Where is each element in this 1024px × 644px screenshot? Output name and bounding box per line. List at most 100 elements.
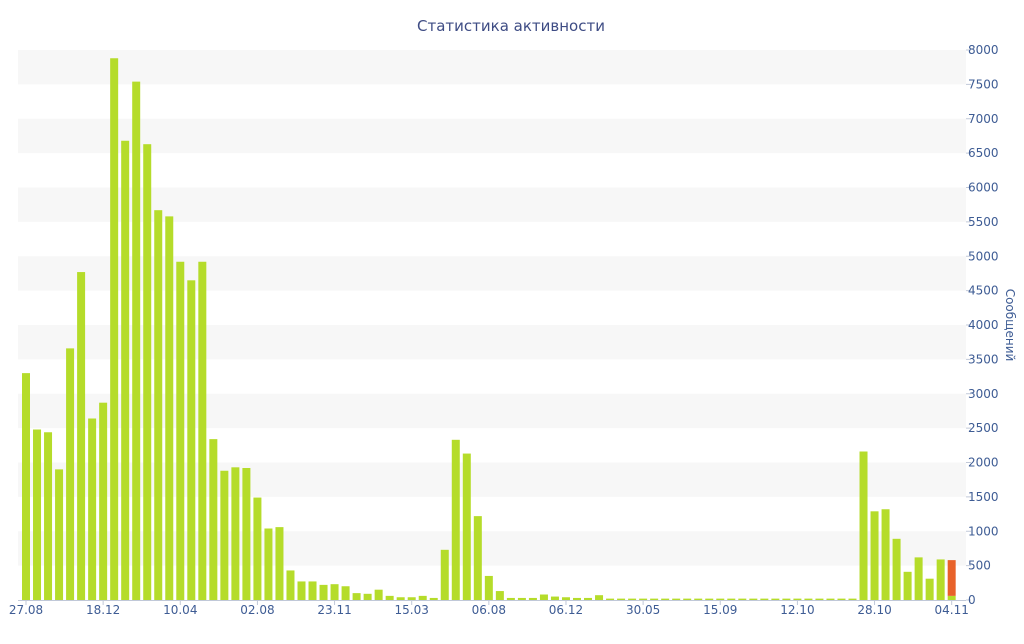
bar bbox=[154, 210, 163, 600]
y-tick-label: 500 bbox=[968, 559, 991, 573]
grid-band bbox=[18, 50, 966, 85]
x-tick-label: 06.08 bbox=[472, 603, 506, 617]
bar-series bbox=[22, 58, 956, 600]
y-tick-label: 1000 bbox=[968, 524, 999, 538]
x-tick-label: 18.12 bbox=[86, 603, 120, 617]
bar bbox=[418, 595, 427, 600]
y-tick-label: 2000 bbox=[968, 456, 999, 470]
bar bbox=[881, 509, 890, 600]
bar bbox=[495, 591, 504, 600]
bar bbox=[110, 58, 119, 600]
bar bbox=[462, 453, 471, 600]
bar bbox=[914, 557, 923, 600]
bar bbox=[165, 216, 174, 600]
y-tick-label: 8000 bbox=[968, 43, 999, 57]
bar bbox=[683, 598, 692, 600]
grid-band bbox=[18, 531, 966, 566]
x-tick-label: 10.04 bbox=[163, 603, 197, 617]
bar bbox=[330, 584, 339, 600]
bar bbox=[550, 596, 559, 600]
bar bbox=[44, 432, 53, 600]
bar bbox=[253, 497, 262, 600]
bar bbox=[793, 598, 802, 600]
bar bbox=[705, 598, 714, 600]
y-axis-title: Сообщений bbox=[1003, 289, 1017, 362]
bar bbox=[859, 451, 868, 600]
y-tick-label: 5500 bbox=[968, 215, 999, 229]
bar bbox=[738, 598, 747, 600]
bar bbox=[66, 348, 75, 600]
y-axis-ticks: 0 500 1000 1500 2000 2500 3000 3500 4000 4500 5000… bbox=[966, 43, 999, 607]
y-tick-label: 6500 bbox=[968, 146, 999, 160]
bar bbox=[628, 598, 637, 600]
grid-band bbox=[18, 187, 966, 222]
bar bbox=[440, 549, 449, 600]
bar bbox=[363, 593, 372, 600]
bar bbox=[727, 598, 736, 600]
x-tick-label: 06.12 bbox=[549, 603, 583, 617]
bar bbox=[870, 511, 879, 600]
bar bbox=[716, 598, 725, 600]
bar bbox=[650, 598, 659, 600]
x-tick-label: 23.11 bbox=[317, 603, 351, 617]
y-tick-label: 1500 bbox=[968, 490, 999, 504]
bar bbox=[606, 598, 615, 600]
y-tick-label: 3000 bbox=[968, 387, 999, 401]
bar bbox=[760, 598, 769, 600]
bar bbox=[297, 581, 306, 600]
x-tick-label: 27.08 bbox=[9, 603, 43, 617]
bar bbox=[749, 598, 758, 600]
bar bbox=[936, 559, 945, 600]
bar bbox=[617, 598, 626, 600]
bar bbox=[143, 144, 152, 600]
x-tick-label: 02.08 bbox=[240, 603, 274, 617]
x-axis-ticks: 27.08 18.12 10.04 02.08 23.11 15.03 06.08 06.12… bbox=[9, 600, 969, 617]
x-tick-label: 28.10 bbox=[857, 603, 891, 617]
y-tick-label: 7000 bbox=[968, 112, 999, 126]
bar bbox=[826, 598, 835, 600]
bar bbox=[242, 468, 251, 600]
y-tick-label: 7500 bbox=[968, 77, 999, 91]
bar bbox=[584, 597, 593, 600]
bar bbox=[407, 597, 416, 600]
bar bbox=[639, 598, 648, 600]
bar bbox=[308, 581, 317, 600]
bar bbox=[451, 439, 460, 600]
bar bbox=[77, 272, 86, 600]
bar bbox=[595, 595, 604, 600]
bar bbox=[220, 470, 229, 600]
x-tick-label: 15.09 bbox=[703, 603, 737, 617]
bar bbox=[506, 597, 515, 600]
bar bbox=[231, 467, 240, 600]
bar bbox=[264, 528, 273, 600]
bar bbox=[187, 280, 196, 600]
bar bbox=[99, 402, 108, 600]
bar bbox=[484, 575, 493, 600]
x-tick-label: 15.03 bbox=[395, 603, 429, 617]
bar bbox=[319, 584, 328, 600]
bar bbox=[573, 597, 581, 600]
bar bbox=[947, 595, 956, 600]
bar bbox=[385, 595, 394, 600]
bar bbox=[396, 597, 405, 600]
bar bbox=[473, 516, 482, 600]
bar bbox=[517, 597, 526, 600]
bar bbox=[209, 439, 218, 600]
bar bbox=[837, 598, 846, 600]
bar bbox=[539, 594, 548, 600]
bar bbox=[561, 597, 570, 600]
grid-band bbox=[18, 393, 966, 429]
y-tick-label: 3500 bbox=[968, 352, 999, 366]
bar bbox=[121, 140, 130, 600]
bar bbox=[694, 598, 703, 600]
bar bbox=[198, 261, 207, 600]
background-bands bbox=[18, 50, 966, 566]
bar bbox=[176, 261, 185, 600]
bar bbox=[22, 373, 30, 600]
x-tick-label: 12.10 bbox=[780, 603, 814, 617]
bar bbox=[903, 571, 912, 600]
y-tick-label: 4500 bbox=[968, 284, 999, 298]
bar bbox=[672, 598, 681, 600]
